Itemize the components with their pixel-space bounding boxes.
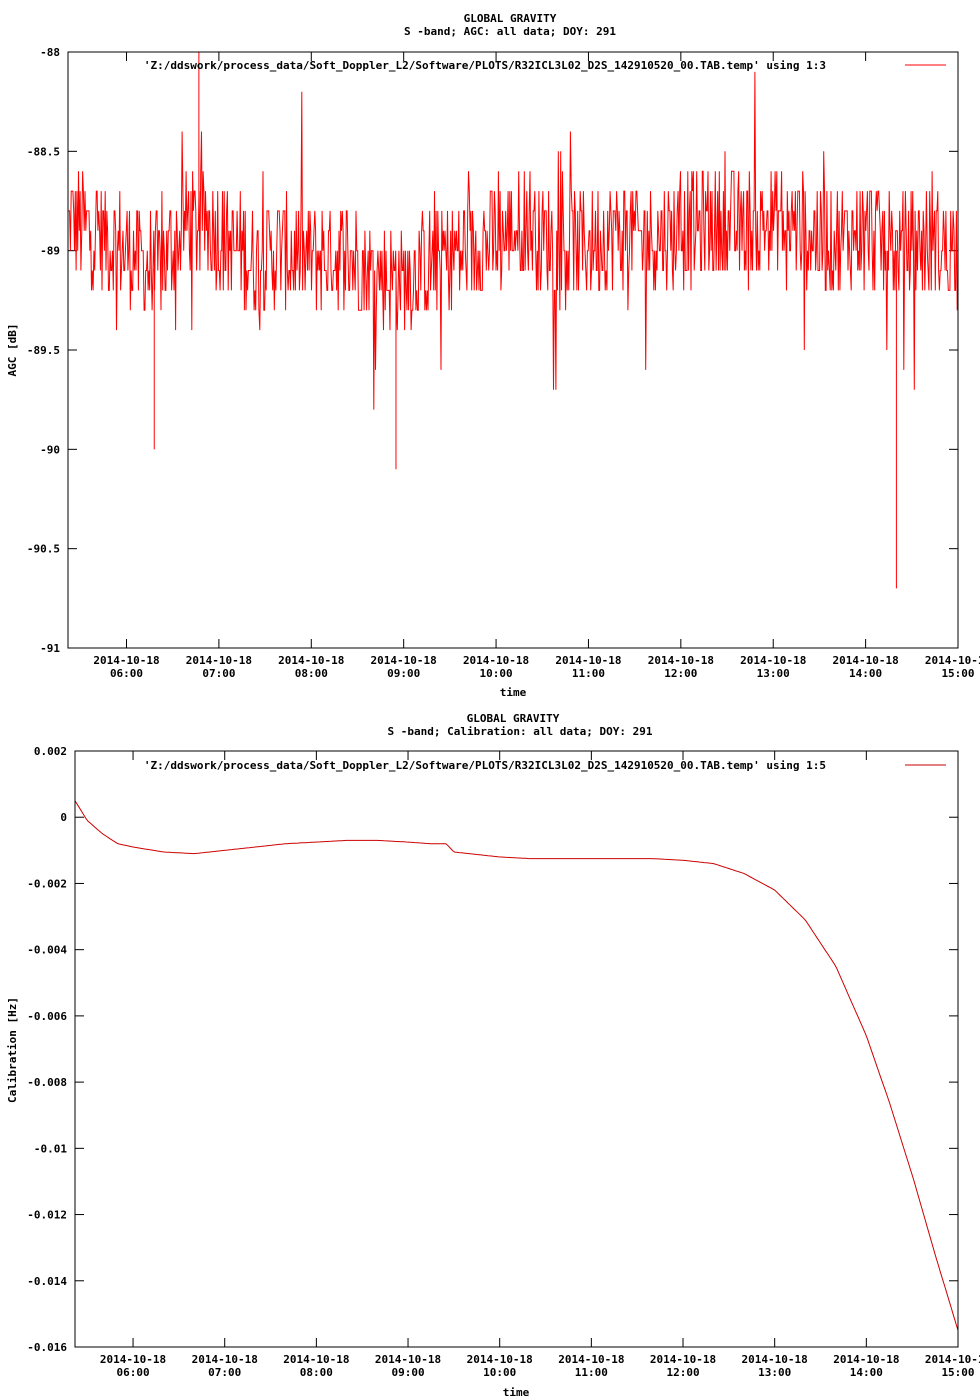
x-tick-time: 11:00 <box>572 667 605 680</box>
chart1-legend-label: 'Z:/ddswork/process_data/Soft_Doppler_L2… <box>144 59 826 72</box>
x-tick-date: 2014-10-18 <box>93 654 159 667</box>
chart2-ticks: 0.002 0 -0.002 -0.004 -0.006 -0.008 -0.01 -0.01… <box>27 745 980 1379</box>
y-tick-label: -88.5 <box>27 145 60 158</box>
y-tick-label: -91 <box>40 642 60 655</box>
x-tick-time: 09:00 <box>391 1366 424 1379</box>
x-tick-time: 13:00 <box>758 1366 791 1379</box>
chart2-legend-label: 'Z:/ddswork/process_data/Soft_Doppler_L2… <box>144 759 826 772</box>
y-tick-label: 0 <box>60 811 67 824</box>
x-tick-time: 13:00 <box>757 667 790 680</box>
calibration-series-line <box>74 800 959 1331</box>
chart1-title: GLOBAL GRAVITY <box>464 12 557 25</box>
x-tick-date: 2014-10-18 <box>650 1353 716 1366</box>
x-tick-time: 07:00 <box>208 1366 241 1379</box>
y-tick-label: -0.01 <box>34 1142 67 1155</box>
y-tick-label: -0.004 <box>27 944 67 957</box>
x-tick-time: 06:00 <box>110 667 143 680</box>
x-tick-date: 2014-10-18 <box>371 654 437 667</box>
x-tick-time: 09:00 <box>387 667 420 680</box>
chart-agc: GLOBAL GRAVITY S -band; AGC: all data; D… <box>6 12 980 699</box>
x-tick-date: 2014-10-18 <box>467 1353 533 1366</box>
y-tick-label: 0.002 <box>34 745 67 758</box>
x-tick-time: 08:00 <box>300 1366 333 1379</box>
x-tick-time: 10:00 <box>479 667 512 680</box>
x-tick-date: 2014-10-18 <box>375 1353 441 1366</box>
x-tick-date: 2014-10-18 <box>186 654 252 667</box>
chart2-xlabel: time <box>503 1386 530 1399</box>
chart2-frame <box>74 750 959 1348</box>
x-tick-date: 2014-10-18 <box>283 1353 349 1366</box>
chart-calibration: GLOBAL GRAVITY S -band; Calibration: all… <box>6 712 980 1399</box>
chart2-ylabel: Calibration [Hz] <box>6 997 19 1103</box>
x-tick-date: 2014-10-18 <box>740 654 806 667</box>
x-tick-time: 08:00 <box>295 667 328 680</box>
x-tick-date: 2014-10-18 <box>925 1353 980 1366</box>
x-tick-time: 14:00 <box>849 667 882 680</box>
x-tick-date: 2014-10-18 <box>742 1353 808 1366</box>
x-tick-date: 2014-10-18 <box>463 654 529 667</box>
x-tick-date: 2014-10-18 <box>648 654 714 667</box>
y-tick-label: -0.016 <box>27 1341 67 1354</box>
chart1-ticks: -88-88.5-89-89.5-90-90.5-912014-10-1806:… <box>27 46 980 680</box>
chart2-subtitle: S -band; Calibration: all data; DOY: 291 <box>388 725 653 738</box>
x-tick-date: 2014-10-18 <box>833 1353 899 1366</box>
chart1-subtitle: S -band; AGC: all data; DOY: 291 <box>404 25 616 38</box>
chart2-series <box>74 800 959 1331</box>
x-tick-date: 2014-10-18 <box>278 654 344 667</box>
x-tick-date: 2014-10-18 <box>192 1353 258 1366</box>
agc-series-line <box>68 71 959 410</box>
chart1-series <box>68 52 959 589</box>
x-tick-time: 11:00 <box>575 1366 608 1379</box>
y-tick-label: -0.002 <box>27 877 67 890</box>
x-tick-date: 2014-10-18 <box>555 654 621 667</box>
chart1-ylabel: AGC [dB] <box>6 324 19 377</box>
y-tick-label: -88 <box>40 46 60 59</box>
x-tick-time: 10:00 <box>483 1366 516 1379</box>
x-tick-time: 14:00 <box>850 1366 883 1379</box>
y-tick-label: -89 <box>40 245 60 258</box>
x-tick-time: 07:00 <box>202 667 235 680</box>
x-tick-date: 2014-10-18 <box>925 654 980 667</box>
x-tick-time: 15:00 <box>941 1366 974 1379</box>
x-tick-date: 2014-10-18 <box>100 1353 166 1366</box>
y-tick-label: -0.006 <box>27 1010 67 1023</box>
x-tick-time: 06:00 <box>116 1366 149 1379</box>
x-tick-time: 12:00 <box>664 667 697 680</box>
y-tick-label: -0.008 <box>27 1076 67 1089</box>
x-tick-date: 2014-10-18 <box>558 1353 624 1366</box>
y-tick-label: -0.012 <box>27 1209 67 1222</box>
chart2-title: GLOBAL GRAVITY <box>467 712 560 725</box>
y-tick-label: -90 <box>40 443 60 456</box>
y-tick-label: -90.5 <box>27 543 60 556</box>
x-tick-time: 15:00 <box>941 667 974 680</box>
x-tick-time: 12:00 <box>666 1366 699 1379</box>
chart1-frame <box>67 51 959 649</box>
x-tick-date: 2014-10-18 <box>832 654 898 667</box>
chart1-xlabel: time <box>500 686 527 699</box>
y-tick-label: -89.5 <box>27 344 60 357</box>
y-tick-label: -0.014 <box>27 1275 67 1288</box>
